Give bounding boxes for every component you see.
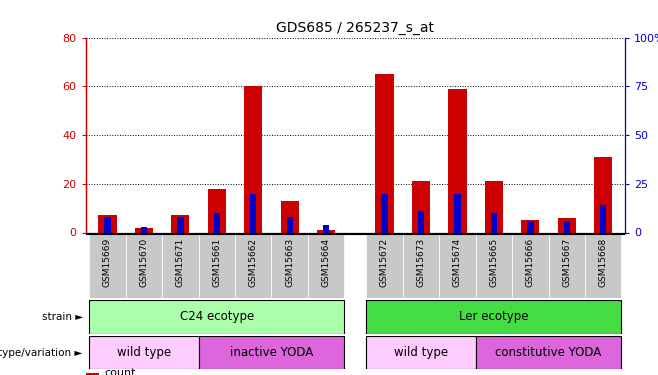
Bar xyxy=(491,213,497,232)
Bar xyxy=(367,234,403,298)
Bar xyxy=(512,234,549,298)
Bar xyxy=(286,217,293,232)
Bar xyxy=(594,157,613,232)
Text: inactive YODA: inactive YODA xyxy=(230,346,313,359)
Bar xyxy=(208,189,226,232)
Text: GSM15670: GSM15670 xyxy=(139,238,148,287)
Bar xyxy=(104,217,111,232)
Bar xyxy=(89,234,126,298)
Text: GSM15666: GSM15666 xyxy=(526,238,535,287)
Bar xyxy=(135,228,153,232)
Text: wild type: wild type xyxy=(394,346,448,359)
Bar xyxy=(564,221,570,232)
Bar xyxy=(585,234,621,298)
Text: GSM15669: GSM15669 xyxy=(103,238,112,287)
Bar xyxy=(235,234,272,298)
Bar xyxy=(214,213,220,232)
Bar xyxy=(521,220,540,232)
Text: GSM15663: GSM15663 xyxy=(285,238,294,287)
Bar xyxy=(476,234,512,298)
Bar xyxy=(162,234,199,298)
Text: GSM15662: GSM15662 xyxy=(249,238,258,286)
Bar xyxy=(367,336,476,369)
Text: C24 ecotype: C24 ecotype xyxy=(180,310,254,323)
Text: constitutive YODA: constitutive YODA xyxy=(495,346,601,359)
Bar xyxy=(199,234,235,298)
Bar xyxy=(199,336,344,369)
Bar xyxy=(171,215,190,232)
Bar xyxy=(418,211,424,232)
Bar xyxy=(558,218,576,232)
Bar xyxy=(280,201,299,232)
Bar xyxy=(141,226,147,232)
Text: genotype/variation ►: genotype/variation ► xyxy=(0,348,83,357)
Bar xyxy=(476,336,621,369)
Bar xyxy=(448,89,467,232)
Bar xyxy=(86,366,99,375)
Text: GSM15665: GSM15665 xyxy=(490,238,498,287)
Bar xyxy=(412,182,430,232)
Bar xyxy=(375,74,393,232)
Text: GSM15674: GSM15674 xyxy=(453,238,462,286)
Text: Ler ecotype: Ler ecotype xyxy=(459,310,528,323)
Bar xyxy=(485,182,503,232)
Bar xyxy=(600,205,607,232)
Bar xyxy=(323,225,330,232)
Bar xyxy=(454,194,461,232)
Bar xyxy=(177,217,184,232)
Title: GDS685 / 265237_s_at: GDS685 / 265237_s_at xyxy=(276,21,434,35)
Bar xyxy=(89,300,344,334)
Bar xyxy=(381,194,388,232)
Text: GSM15668: GSM15668 xyxy=(599,238,608,287)
Bar xyxy=(308,234,344,298)
Text: GSM15661: GSM15661 xyxy=(213,238,221,287)
Text: count: count xyxy=(105,368,136,375)
Text: GSM15673: GSM15673 xyxy=(417,238,426,287)
Bar xyxy=(549,234,585,298)
Bar xyxy=(89,336,199,369)
Bar xyxy=(403,234,439,298)
Bar xyxy=(244,86,263,232)
Bar xyxy=(439,234,476,298)
Text: GSM15667: GSM15667 xyxy=(563,238,571,287)
Bar xyxy=(250,194,257,232)
Bar xyxy=(527,221,534,232)
Text: GSM15672: GSM15672 xyxy=(380,238,389,286)
Bar xyxy=(272,234,308,298)
Bar xyxy=(367,300,621,334)
Text: GSM15671: GSM15671 xyxy=(176,238,185,287)
Text: wild type: wild type xyxy=(117,346,171,359)
Bar xyxy=(317,230,336,232)
Bar xyxy=(126,234,162,298)
Bar xyxy=(98,215,116,232)
Text: GSM15664: GSM15664 xyxy=(322,238,331,286)
Text: strain ►: strain ► xyxy=(41,312,83,322)
